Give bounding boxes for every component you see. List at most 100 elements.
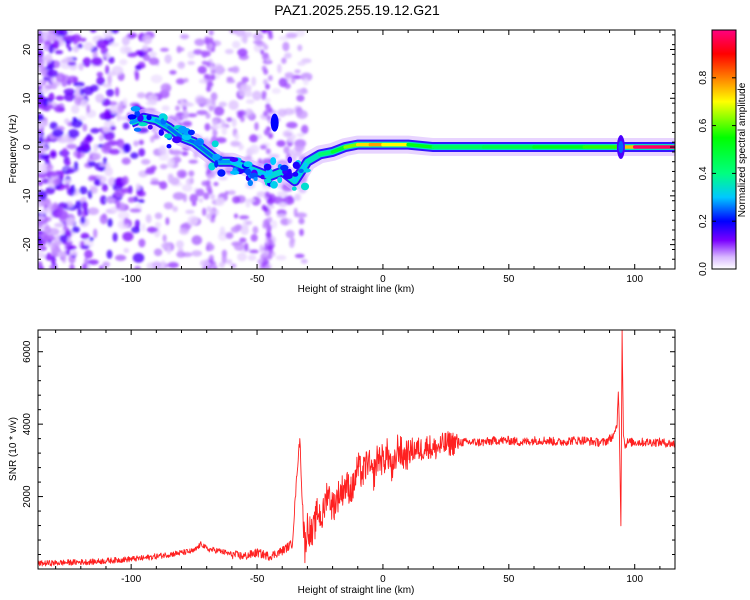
heatmap-cell [182, 193, 187, 203]
heatmap-cell [48, 103, 61, 110]
heatmap-cell [80, 99, 89, 108]
heatmap-cell [245, 99, 255, 104]
heatmap-cell [265, 130, 270, 136]
ridge-blob [243, 161, 253, 168]
heatmap-cell [127, 52, 138, 58]
heatmap-cell [263, 79, 268, 85]
heatmap-cell [68, 46, 73, 52]
ridge-blob [147, 124, 153, 130]
heatmap-cell [287, 218, 293, 225]
ridge-blob [245, 168, 251, 176]
heatmap-cell [247, 254, 257, 261]
heatmap-cell [198, 197, 204, 203]
ridge-segment [343, 142, 360, 149]
heatmap-cell [208, 105, 214, 112]
heatmap-cell [252, 226, 259, 235]
heatmap-cell [80, 232, 90, 240]
heatmap-cell [212, 265, 218, 269]
heatmap-cell [103, 52, 111, 58]
heatmap-cell [214, 65, 225, 75]
heatmap-cell [107, 140, 118, 147]
x-tick-label: 50 [503, 574, 515, 585]
heatmap-cell [290, 77, 296, 84]
heatmap-cell [218, 176, 228, 181]
heatmap-cell [268, 153, 280, 158]
ridge-burst [618, 141, 624, 154]
snr-frame [37, 329, 676, 570]
heatmap-cell [47, 33, 57, 42]
heatmap-cell [205, 50, 211, 57]
heatmap-cell [50, 244, 60, 253]
heatmap-cell [267, 244, 273, 251]
heatmap-cell [226, 79, 236, 84]
heatmap-cell [182, 120, 192, 127]
heatmap-cell [187, 113, 198, 118]
heatmap-cell [79, 88, 85, 96]
heatmap-cell [117, 104, 124, 114]
heatmap-cell [107, 74, 112, 85]
heatmap-cell [267, 75, 273, 81]
heatmap-cell [108, 105, 120, 115]
heatmap-cell [285, 230, 295, 239]
heatmap-cell [275, 255, 287, 261]
y-tick-label: 4000 [22, 413, 33, 436]
heatmap-cell [104, 108, 112, 119]
heatmap-cell [205, 179, 211, 186]
ridge-blob [298, 168, 304, 173]
heatmap-cell [300, 258, 308, 264]
heatmap-cell [75, 200, 82, 209]
ridge-blob [158, 129, 164, 136]
heatmap-cell [71, 226, 80, 233]
heatmap-cell [149, 135, 155, 143]
heatmap-cell [52, 101, 57, 107]
ridge-blob [217, 169, 226, 177]
ridge-segment [330, 145, 347, 154]
heatmap-cell [135, 183, 141, 191]
ridge-blob [292, 171, 299, 177]
heatmap-cell [253, 40, 264, 45]
heatmap-cell [188, 159, 198, 164]
ridge-blob [130, 106, 141, 112]
heatmap-cell [105, 65, 110, 75]
heatmap-cell [282, 130, 291, 138]
heatmap-cell [205, 61, 211, 68]
heatmap-cell [38, 61, 44, 66]
heatmap-cell [276, 140, 286, 147]
heatmap-cell [277, 108, 287, 117]
x-tick-label: -50 [250, 274, 265, 285]
heatmap-cell [230, 140, 241, 147]
heatmap-cell [261, 30, 267, 34]
heatmap-cell [50, 255, 56, 265]
heatmap-cell [122, 143, 130, 154]
heatmap-cell [69, 264, 75, 269]
heatmap-cell [215, 137, 227, 144]
heatmap-cell [39, 88, 49, 94]
heatmap-cell [73, 81, 85, 87]
heatmap-cell [38, 152, 41, 162]
heatmap-cell [105, 197, 116, 203]
y-tick-label: -20 [22, 237, 33, 252]
heatmap-cell [180, 101, 191, 107]
heatmap-cell [271, 220, 278, 229]
heatmap-cell [108, 56, 115, 64]
ridge-blob [193, 139, 204, 146]
heatmap-cell [210, 98, 216, 105]
heatmap-cell [158, 145, 167, 156]
heatmap-cell [38, 180, 43, 187]
heatmap-cell [103, 120, 116, 127]
heatmap-cell [235, 30, 246, 37]
heatmap-cell [58, 30, 68, 37]
colorbar-tick-label: 0.2 [698, 214, 709, 228]
heatmap-cell [57, 202, 69, 209]
colorbar-tick-label: 0.0 [698, 262, 709, 276]
heatmap-cell [288, 195, 292, 202]
heatmap-cell [122, 231, 134, 242]
heatmap-cell [134, 219, 140, 230]
heatmap-cell [185, 209, 195, 214]
heatmap-cell [77, 206, 82, 217]
heatmap-cell [160, 47, 169, 52]
heatmap-cell [265, 83, 270, 90]
heatmap-cell [66, 143, 77, 150]
heatmap-cell [80, 240, 85, 247]
